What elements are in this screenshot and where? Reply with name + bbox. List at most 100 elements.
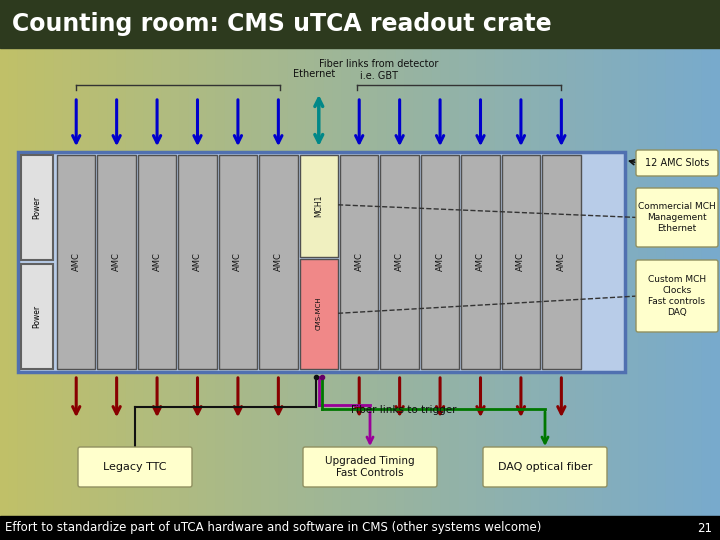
- Bar: [138, 155, 176, 369]
- Bar: [162, 48, 172, 516]
- Bar: [513, 48, 523, 516]
- Bar: [108, 48, 118, 516]
- Bar: [585, 48, 595, 516]
- Bar: [459, 48, 469, 516]
- Bar: [567, 48, 577, 516]
- Bar: [57, 155, 96, 369]
- Bar: [378, 48, 388, 516]
- Bar: [97, 155, 136, 369]
- Bar: [252, 48, 262, 516]
- FancyBboxPatch shape: [636, 188, 718, 247]
- Bar: [340, 155, 379, 369]
- Text: AMC: AMC: [436, 253, 444, 272]
- Bar: [477, 48, 487, 516]
- Text: Power: Power: [32, 305, 42, 328]
- Bar: [630, 48, 640, 516]
- Bar: [207, 48, 217, 516]
- Bar: [21, 264, 53, 369]
- Text: AMC: AMC: [395, 253, 404, 272]
- Bar: [135, 48, 145, 516]
- Bar: [315, 48, 325, 516]
- Bar: [234, 48, 244, 516]
- Bar: [612, 48, 622, 516]
- Bar: [396, 48, 406, 516]
- Text: Upgraded Timing
Fast Controls: Upgraded Timing Fast Controls: [325, 456, 415, 478]
- Bar: [558, 48, 568, 516]
- Bar: [540, 48, 550, 516]
- Text: AMC: AMC: [112, 253, 121, 272]
- Bar: [259, 155, 297, 369]
- Bar: [180, 48, 190, 516]
- Bar: [522, 48, 532, 516]
- Bar: [441, 48, 451, 516]
- Text: AMC: AMC: [476, 253, 485, 272]
- Bar: [324, 48, 334, 516]
- Text: Legacy TTC: Legacy TTC: [103, 462, 167, 472]
- Text: AMC: AMC: [557, 253, 566, 272]
- FancyBboxPatch shape: [78, 447, 192, 487]
- Bar: [693, 48, 703, 516]
- Bar: [657, 48, 667, 516]
- Text: 21: 21: [697, 522, 712, 535]
- Bar: [270, 48, 280, 516]
- Bar: [351, 48, 361, 516]
- Bar: [462, 155, 500, 369]
- Text: AMC: AMC: [516, 253, 526, 272]
- Bar: [380, 155, 419, 369]
- Bar: [342, 48, 352, 516]
- Bar: [63, 48, 73, 516]
- Bar: [243, 48, 253, 516]
- Bar: [666, 48, 676, 516]
- Bar: [531, 48, 541, 516]
- Bar: [216, 48, 226, 516]
- Bar: [450, 48, 460, 516]
- Text: AMC: AMC: [153, 253, 161, 272]
- Bar: [423, 48, 433, 516]
- Bar: [684, 48, 694, 516]
- Bar: [171, 48, 181, 516]
- Text: Commercial MCH
Management
Ethernet: Commercial MCH Management Ethernet: [638, 202, 716, 233]
- FancyBboxPatch shape: [636, 260, 718, 332]
- Bar: [432, 48, 442, 516]
- Text: CMS-MCH: CMS-MCH: [316, 296, 322, 330]
- Text: 12 AMC Slots: 12 AMC Slots: [645, 158, 709, 168]
- Bar: [502, 155, 540, 369]
- Bar: [219, 155, 257, 369]
- Bar: [117, 48, 127, 516]
- Text: Counting room: CMS uTCA readout crate: Counting room: CMS uTCA readout crate: [12, 12, 552, 36]
- Bar: [468, 48, 478, 516]
- Bar: [261, 48, 271, 516]
- Text: MCH1: MCH1: [315, 194, 323, 217]
- Bar: [45, 48, 55, 516]
- Bar: [603, 48, 613, 516]
- Bar: [639, 48, 649, 516]
- Text: AMC: AMC: [355, 253, 364, 272]
- Text: Ethernet: Ethernet: [292, 69, 335, 79]
- Bar: [333, 48, 343, 516]
- Bar: [27, 48, 37, 516]
- Bar: [18, 152, 625, 372]
- Bar: [189, 48, 199, 516]
- Bar: [300, 259, 338, 369]
- Bar: [542, 155, 580, 369]
- Text: AMC: AMC: [274, 253, 283, 272]
- Bar: [0, 48, 10, 516]
- Bar: [675, 48, 685, 516]
- Bar: [21, 155, 53, 260]
- Bar: [9, 48, 19, 516]
- Bar: [300, 155, 338, 256]
- Bar: [702, 48, 712, 516]
- Bar: [198, 48, 208, 516]
- Text: AMC: AMC: [233, 253, 243, 272]
- Bar: [99, 48, 109, 516]
- Bar: [594, 48, 604, 516]
- Bar: [279, 48, 289, 516]
- Bar: [0, 516, 720, 540]
- Bar: [81, 48, 91, 516]
- Bar: [297, 48, 307, 516]
- Text: Custom MCH
Clocks
Fast controls
DAQ: Custom MCH Clocks Fast controls DAQ: [648, 275, 706, 317]
- Bar: [711, 48, 720, 516]
- Bar: [576, 48, 586, 516]
- Bar: [648, 48, 658, 516]
- Bar: [126, 48, 136, 516]
